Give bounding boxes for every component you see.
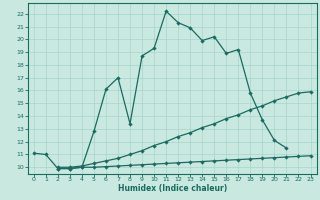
X-axis label: Humidex (Indice chaleur): Humidex (Indice chaleur): [117, 184, 227, 193]
